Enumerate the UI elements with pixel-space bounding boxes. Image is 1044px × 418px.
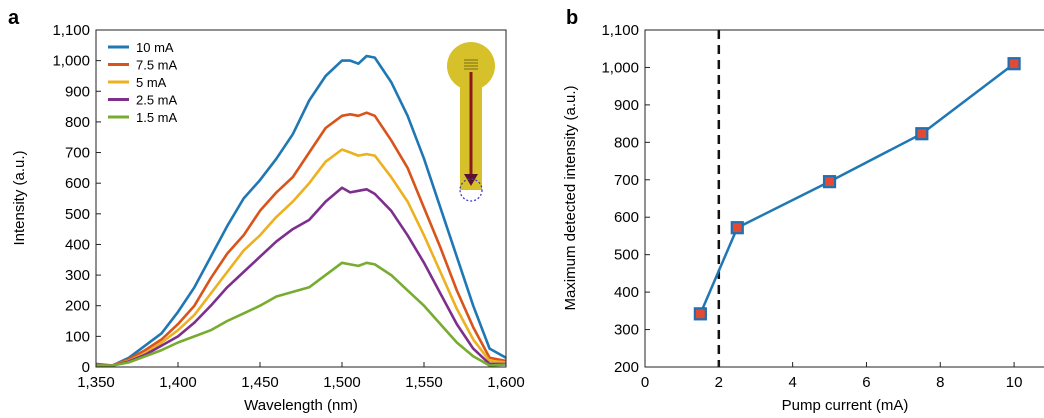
y-tick-label: 100 [65,328,90,345]
panel-a-label: a [8,7,20,29]
y-tick-label: 1,100 [601,22,639,39]
y-tick-label: 900 [614,97,639,114]
panel-a-x-ticks: 1,350 1,400 1,450 1,500 1,550 1,600 [77,362,525,391]
x-tick-label: 1,400 [159,374,197,391]
panel-b-x-ticks: 0 2 4 6 8 10 [641,362,1023,391]
panel-b-y-axis-label: Maximum detected intensity (a.u.) [562,85,579,310]
y-tick-label: 600 [614,209,639,226]
x-tick-label: 8 [936,374,944,391]
y-tick-label: 1,000 [601,59,639,76]
detection-spot [459,178,483,202]
series-line-7-5-mA [95,111,507,367]
panel-b-frame [644,29,1044,368]
y-tick-label: 800 [614,134,639,151]
x-tick-label: 6 [862,374,870,391]
y-tick-label: 600 [65,175,90,192]
y-tick-label: 800 [65,114,90,131]
panel-b-x-axis-label: Pump current (mA) [782,397,909,414]
x-tick-label: 1,500 [323,374,361,391]
legend-label: 10 mA [136,40,174,55]
y-tick-label: 400 [65,236,90,253]
y-tick-label: 700 [614,172,639,189]
data-point-marker [1007,57,1021,71]
y-tick-label: 0 [82,359,90,376]
y-tick-label: 1,100 [52,22,90,39]
y-tick-label: 500 [65,206,90,223]
panel-a-legend: 10 mA 7.5 mA 5 mA 2.5 mA 1.5 mA [108,40,178,125]
panel-a-frame [95,29,507,368]
panel-b-markers [693,57,1021,321]
panel-b-y-ticks: 200 300 400 500 600 700 800 900 1,000 1,100 [601,22,650,376]
y-tick-label: 200 [614,359,639,376]
x-tick-label: 2 [715,374,723,391]
y-tick-label: 700 [65,145,90,162]
legend-label: 1.5 mA [136,110,178,125]
panel-a: a 1,350 1,400 1,450 1,500 1,550 1,600 0 100 200… [8,7,525,414]
panel-a-x-axis-label: Wavelength (nm) [244,397,358,414]
y-tick-label: 300 [65,267,90,284]
panel-b: b 0 2 4 6 8 10 200 300 400 500 600 700 800 900 1,000 1… [562,7,1044,414]
y-tick-label: 300 [614,322,639,339]
series-line-1-5-mA [95,261,507,368]
data-point-marker [693,307,707,321]
panel-a-y-axis-label: Intensity (a.u.) [11,150,28,245]
x-tick-label: 1,600 [487,374,525,391]
y-tick-label: 200 [65,298,90,315]
legend-label: 2.5 mA [136,93,178,108]
x-tick-label: 1,450 [241,374,279,391]
legend-label: 5 mA [136,75,167,90]
panel-b-series-line [699,62,1015,315]
device-inset-image [447,42,495,202]
y-tick-label: 1,000 [52,53,90,70]
data-point-marker [915,127,929,141]
x-tick-label: 1,350 [77,374,115,391]
panel-a-y-ticks: 0 100 200 300 400 500 600 700 800 900 1,000 1,100 [52,22,101,376]
legend-label: 7.5 mA [136,58,178,73]
data-point-marker [822,175,837,189]
series-line-10-mA [95,54,507,367]
panel-a-series-group [95,54,507,368]
device-grating [464,59,478,70]
y-tick-label: 500 [614,247,639,264]
x-tick-label: 10 [1006,374,1023,391]
panel-b-label: b [566,7,578,29]
x-tick-label: 4 [788,374,796,391]
data-point-marker [730,221,744,235]
series-line-5-mA [95,148,507,367]
x-tick-label: 1,550 [405,374,443,391]
x-tick-label: 0 [641,374,649,391]
emission-arrow-head [464,174,478,186]
series-line-2-5-mA [96,186,506,367]
y-tick-label: 900 [65,83,90,100]
y-tick-label: 400 [614,284,639,301]
